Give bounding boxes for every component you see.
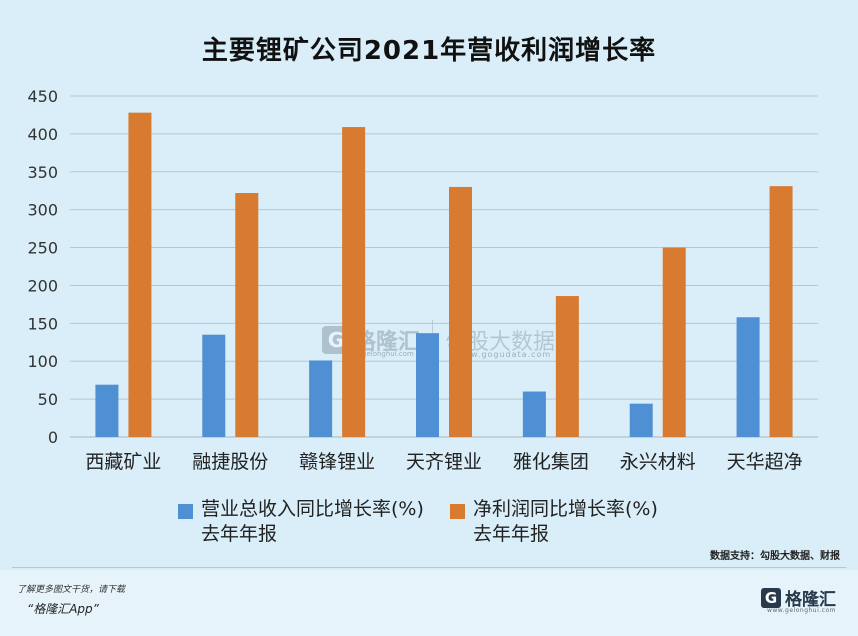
- bar-revenue-growth: [202, 334, 226, 437]
- y-tick-label: 200: [27, 276, 58, 295]
- watermark-left-sub: gelonghui.com: [362, 350, 414, 358]
- bar-revenue-growth: [309, 360, 333, 437]
- y-tick-label: 150: [27, 314, 58, 333]
- x-tick-label: 赣锋锂业: [299, 451, 375, 473]
- brand-logo-text: 格隆汇: [785, 590, 836, 610]
- x-tick-label: 雅化集团: [513, 451, 589, 473]
- bar-revenue-growth: [95, 384, 119, 437]
- x-tick-label: 西藏矿业: [85, 451, 161, 473]
- footer-app-name: “格隆汇App”: [27, 602, 99, 616]
- bar-profit-growth: [449, 186, 472, 437]
- legend-item-profit: 净利润同比增长率(%) 去年年报: [450, 497, 658, 547]
- bar-revenue-growth: [522, 391, 546, 437]
- footer-divider: [12, 567, 846, 568]
- y-tick-label: 250: [27, 239, 58, 258]
- bar-profit-growth: [235, 192, 259, 437]
- legend-swatch-profit: [450, 504, 465, 519]
- brand-logo-url: www.gelonghui.com: [766, 607, 836, 614]
- brand-logo: G 格隆汇 www.gelonghui.com: [761, 585, 836, 614]
- y-tick-label: 400: [27, 125, 58, 144]
- bar-profit-growth: [769, 186, 793, 437]
- chart-title: 主要锂矿公司2021年营收利润增长率: [201, 36, 657, 66]
- x-tick-label: 永兴材料: [620, 451, 696, 473]
- bar-revenue-growth: [416, 333, 439, 437]
- x-tick-label: 融捷股份: [192, 451, 268, 473]
- bar-profit-growth: [662, 247, 686, 437]
- bar-profit-growth: [342, 127, 366, 438]
- x-tick-label: 天齐锂业: [406, 451, 482, 473]
- bar-revenue-growth: [736, 317, 760, 437]
- y-tick-label: 50: [38, 390, 58, 409]
- x-tick-label: 天华超净: [727, 451, 803, 473]
- y-tick-label: 0: [48, 428, 58, 447]
- watermark-right-sub: www.gogudata.com: [456, 350, 552, 359]
- legend-swatch-revenue: [178, 504, 193, 519]
- bar-profit-growth: [555, 296, 579, 437]
- bar-profit-growth: [128, 112, 152, 437]
- legend-label-revenue: 营业总收入同比增长率(%): [201, 498, 424, 520]
- legend: 营业总收入同比增长率(%) 去年年报 净利润同比增长率(%) 去年年报: [178, 497, 738, 553]
- legend-item-revenue: 营业总收入同比增长率(%) 去年年报: [178, 497, 424, 547]
- legend-sublabel-profit: 去年年报: [473, 523, 550, 545]
- source-note: 数据支持：勾股大数据、财报: [710, 551, 840, 562]
- y-tick-label: 450: [27, 87, 58, 106]
- y-tick-label: 300: [27, 201, 58, 220]
- brand-logo-icon: G: [761, 587, 781, 608]
- bar-revenue-growth: [629, 403, 653, 437]
- y-tick-label: 100: [27, 352, 58, 371]
- bar-chart: 0 50 100 150 200 250 300 350 400 450 西藏矿业 融捷股份 赣锋锂业 天…: [27, 87, 818, 473]
- footer-download-text: 了解更多图文干货，请下载: [17, 585, 126, 595]
- y-tick-label: 350: [27, 163, 58, 182]
- legend-label-profit: 净利润同比增长率(%): [473, 498, 658, 520]
- legend-sublabel-revenue: 去年年报: [201, 523, 278, 545]
